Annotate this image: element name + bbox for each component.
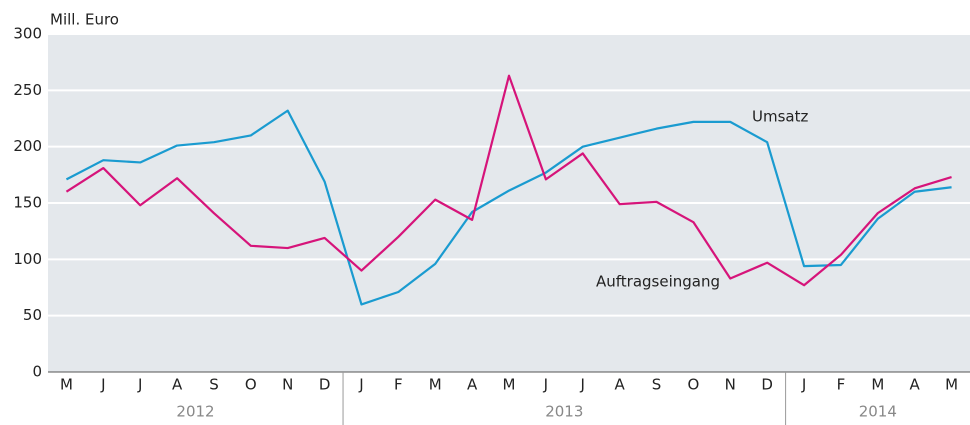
series-label: Auftragseingang <box>596 273 720 291</box>
x-tick-label: M <box>60 376 73 394</box>
line-series <box>65 109 952 306</box>
x-tick-label: F <box>394 376 403 394</box>
y-tick-label: 200 <box>13 137 42 155</box>
x-tick-label: J <box>801 376 806 394</box>
x-tick-label: A <box>172 376 183 394</box>
x-tick-label: M <box>503 376 516 394</box>
x-tick-label: O <box>687 376 699 394</box>
x-tick-label: D <box>761 376 773 394</box>
y-tick-label: 300 <box>13 25 42 43</box>
x-tick-label: M <box>945 376 958 394</box>
x-tick-label: N <box>725 376 736 394</box>
x-tick-label: J <box>100 376 105 394</box>
x-tick-label: D <box>319 376 331 394</box>
x-tick-label: O <box>245 376 257 394</box>
x-tick-label: J <box>358 376 363 394</box>
year-label: 2012 <box>176 403 214 421</box>
y-tick-label: 100 <box>13 250 42 268</box>
year-label: 2013 <box>545 403 583 421</box>
y-tick-label: 250 <box>13 81 42 99</box>
x-tick-label: J <box>580 376 585 394</box>
y-tick-label: 150 <box>13 194 42 212</box>
x-tick-label: M <box>871 376 884 394</box>
y-tick-label: 50 <box>23 306 42 324</box>
series-label: Umsatz <box>752 108 808 126</box>
y-axis-label: Mill. Euro <box>50 11 119 29</box>
x-tick-label: S <box>209 376 219 394</box>
year-label: 2014 <box>859 403 897 421</box>
x-tick-label: A <box>467 376 478 394</box>
line-series <box>65 74 952 287</box>
x-tick-label: N <box>282 376 293 394</box>
x-tick-label: J <box>137 376 142 394</box>
x-tick-label: F <box>837 376 846 394</box>
x-tick-label: S <box>652 376 662 394</box>
x-tick-label: J <box>543 376 548 394</box>
x-tick-label: M <box>429 376 442 394</box>
x-tick-label: A <box>615 376 626 394</box>
y-tick-label: 0 <box>32 363 42 381</box>
x-tick-label: A <box>910 376 921 394</box>
